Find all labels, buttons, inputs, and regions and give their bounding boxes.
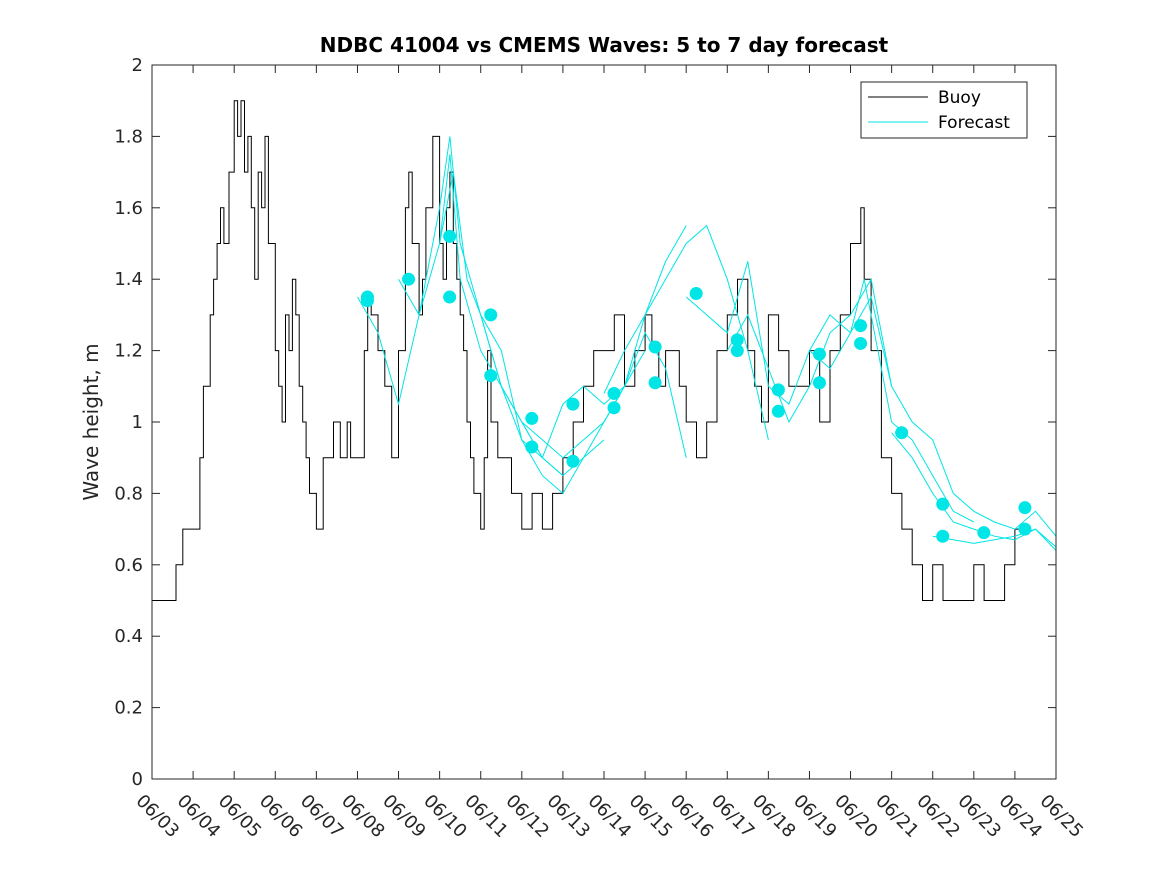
forecast-series-line	[521, 331, 687, 459]
forecast-point	[812, 347, 826, 361]
forecast-point	[648, 340, 662, 354]
y-axis-label: Wave height, m	[79, 343, 103, 500]
forecast-point	[977, 526, 991, 540]
forecast-point	[730, 344, 744, 358]
forecast-series-line	[850, 295, 1056, 537]
forecast-point	[1018, 501, 1032, 515]
forecast-point	[566, 454, 580, 468]
y-tick-label: 1.2	[114, 341, 143, 362]
series-layer	[152, 100, 1056, 601]
forecast-series-line	[685, 261, 851, 405]
forecast-point	[607, 401, 621, 415]
forecast-point	[771, 383, 785, 397]
forecast-point	[484, 369, 498, 383]
y-tick-label: 0.8	[114, 483, 143, 504]
y-tick-label: 2	[132, 55, 143, 76]
forecast-point	[854, 336, 868, 350]
legend-box	[860, 81, 1028, 139]
forecast-series-line	[932, 528, 1056, 551]
legend-forecast-label: Forecast	[938, 113, 1010, 133]
y-tick-label: 0.4	[114, 626, 143, 647]
forecast-point	[854, 319, 868, 333]
forecast-point	[771, 404, 785, 418]
forecast-point	[936, 497, 950, 511]
forecast-point	[936, 529, 950, 543]
legend-buoy-label: Buoy	[938, 88, 981, 108]
forecast-point	[402, 272, 416, 286]
chart-title: NDBC 41004 vs CMEMS Waves: 5 to 7 day fo…	[320, 33, 889, 57]
y-tick-label: 1	[132, 412, 143, 433]
y-tick-label: 0.6	[114, 555, 143, 576]
forecast-point	[730, 333, 744, 347]
forecast-point	[607, 386, 621, 400]
y-tick-label: 1.4	[114, 269, 143, 290]
buoy-series-line	[152, 100, 1026, 601]
legend: Buoy Forecast	[860, 81, 1028, 139]
forecast-series-line	[726, 277, 893, 424]
y-tick-label: 0.2	[114, 698, 143, 719]
forecast-point	[525, 440, 539, 454]
forecast-point	[648, 376, 662, 390]
forecast-series-line	[809, 279, 975, 523]
forecast-point	[443, 229, 457, 243]
forecast-point	[895, 426, 909, 440]
forecast-series-line	[480, 225, 687, 459]
y-tick-label: 1.8	[114, 126, 143, 147]
forecast-point	[566, 397, 580, 411]
forecast-point	[443, 290, 457, 304]
forecast-point	[484, 308, 498, 322]
forecast-point	[360, 294, 374, 308]
forecast-point	[1018, 522, 1032, 536]
y-tick-label: 1.6	[114, 198, 143, 219]
forecast-point	[812, 376, 826, 390]
forecast-point	[525, 411, 539, 425]
y-tick-label: 0	[132, 769, 143, 790]
forecast-series-line	[357, 172, 564, 476]
forecast-point	[689, 286, 703, 300]
